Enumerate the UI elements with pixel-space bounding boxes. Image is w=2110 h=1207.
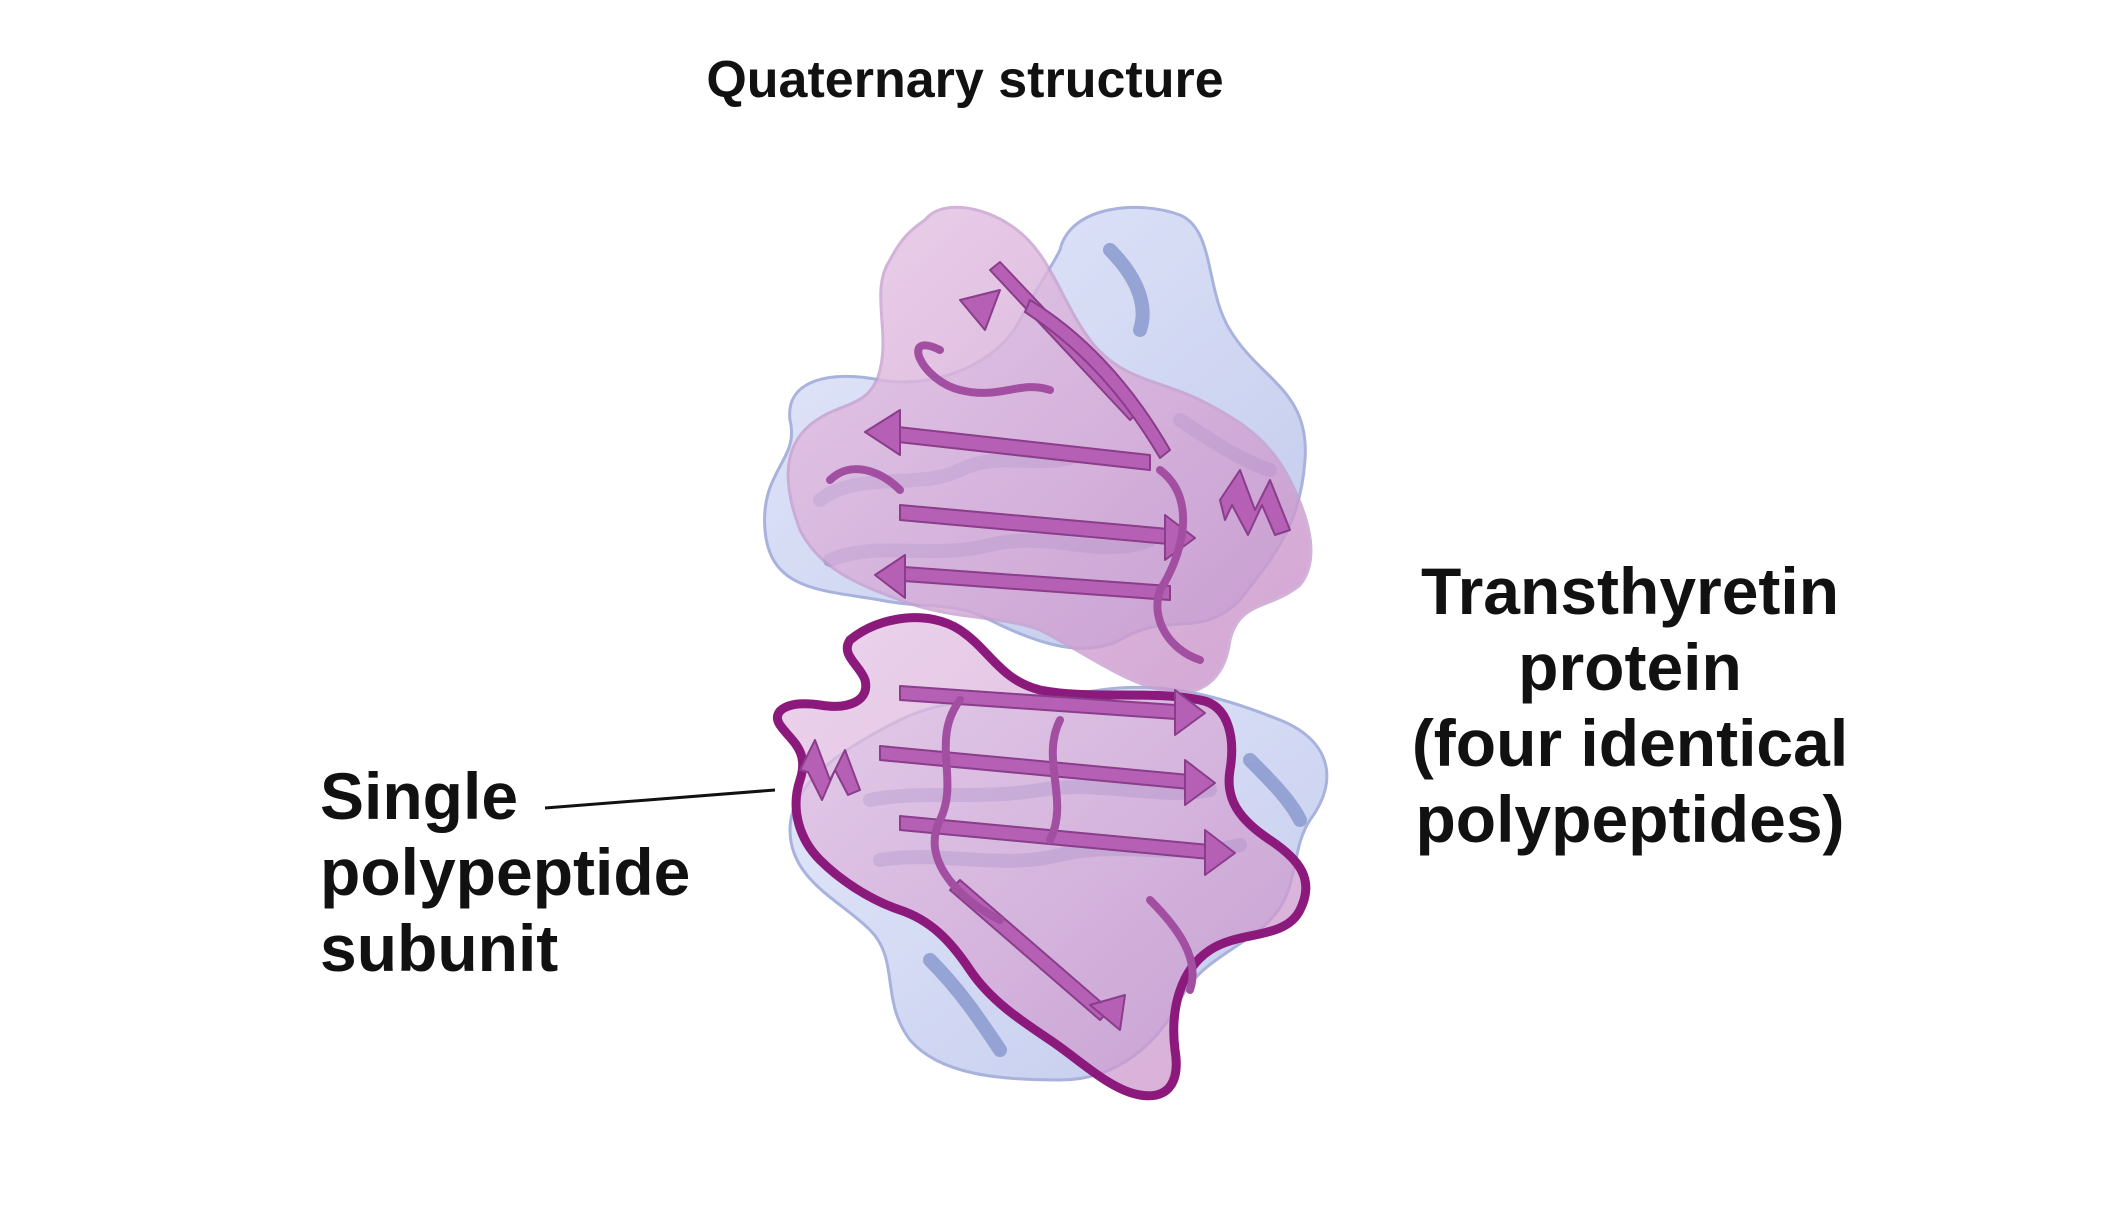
single-subunit-outline [773,613,1311,1101]
protein-label-line-4: polypeptides) [1415,782,1845,856]
protein-label: Transthyretin protein (four identical po… [1360,553,1900,857]
subunit-label-line-1: Single [320,759,519,833]
top-subunit-ribbons [864,261,1291,601]
protein-label-line-2: protein [1518,630,1742,704]
figure-title: Quaternary structure [706,51,1224,109]
subunit-leader-line [544,788,776,810]
top-subunit-loops [826,341,1204,664]
protein-label-line-1: Transthyretin [1420,554,1840,628]
bottom-subunit-loops [930,696,1197,994]
protein-label-line-3: (four identical [1411,706,1849,780]
subunit-label: Single polypeptide subunit [320,758,690,986]
subunit-label-line-3: subunit [320,911,559,985]
subunit-label-line-2: polypeptide [320,835,691,909]
